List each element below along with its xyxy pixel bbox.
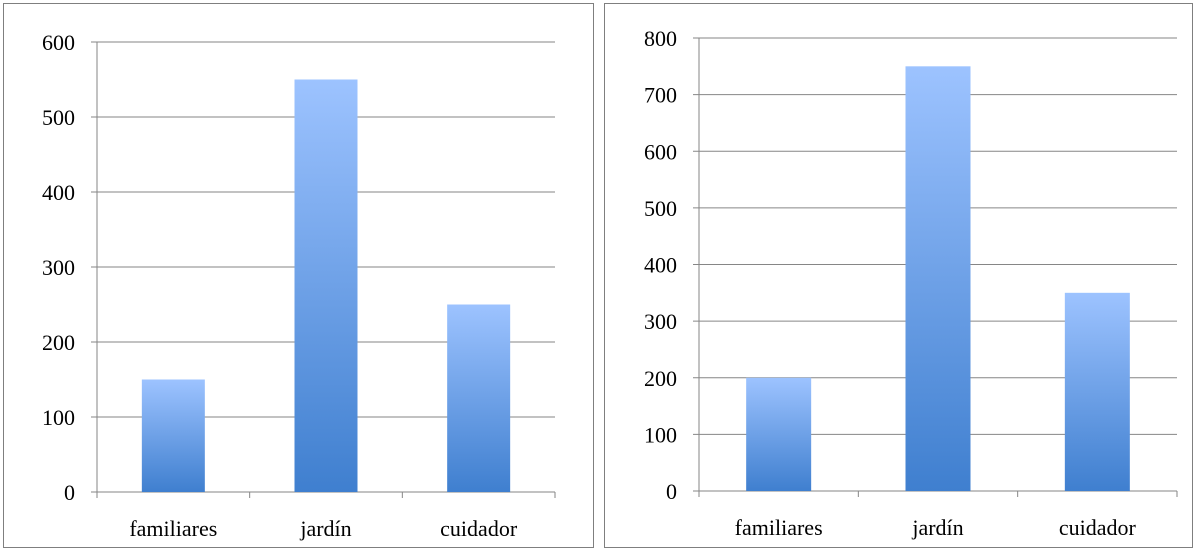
y-tick-label: 800 [644,26,677,51]
y-tick-label: 0 [666,479,677,504]
y-tick-label: 300 [42,255,75,280]
x-category-label: familiares [735,515,823,540]
y-tick-label: 200 [644,366,677,391]
chart-right: 0 100 200 300 400 500 600 700 800 familiares jardí… [604,3,1193,548]
y-tick-label: 400 [644,253,677,278]
y-tick-label: 0 [64,480,75,505]
chart-left: 0 100 200 300 400 500 600 familiares jardín cuida… [3,3,594,548]
x-category-label: familiares [129,516,217,541]
bar-right-1 [905,66,971,491]
y-tick-label: 500 [42,105,75,130]
y-tick-label: 400 [42,180,75,205]
chart-right-plot: 0 100 200 300 400 500 600 700 800 familiares jardí… [644,26,1178,540]
y-tick-label: 500 [644,196,677,221]
x-category-label: cuidador [1059,515,1137,540]
y-tick-label: 600 [42,30,75,55]
chart-left-plot: 0 100 200 300 400 500 600 familiares jardín cuida… [42,30,556,541]
bar-left-2 [447,304,511,492]
y-tick-label: 300 [644,309,677,334]
x-category-label: jardín [911,515,963,540]
y-tick-label: 200 [42,330,75,355]
bar-left-0 [141,379,205,492]
bar-left-1 [294,79,358,492]
bar-right-0 [746,377,812,491]
y-tick-label: 600 [644,139,677,164]
x-category-label: jardín [299,516,351,541]
y-tick-label: 100 [644,422,677,447]
bar-right-2 [1064,292,1130,491]
y-tick-label: 100 [42,405,75,430]
x-category-label: cuidador [440,516,518,541]
y-tick-label: 700 [644,83,677,108]
